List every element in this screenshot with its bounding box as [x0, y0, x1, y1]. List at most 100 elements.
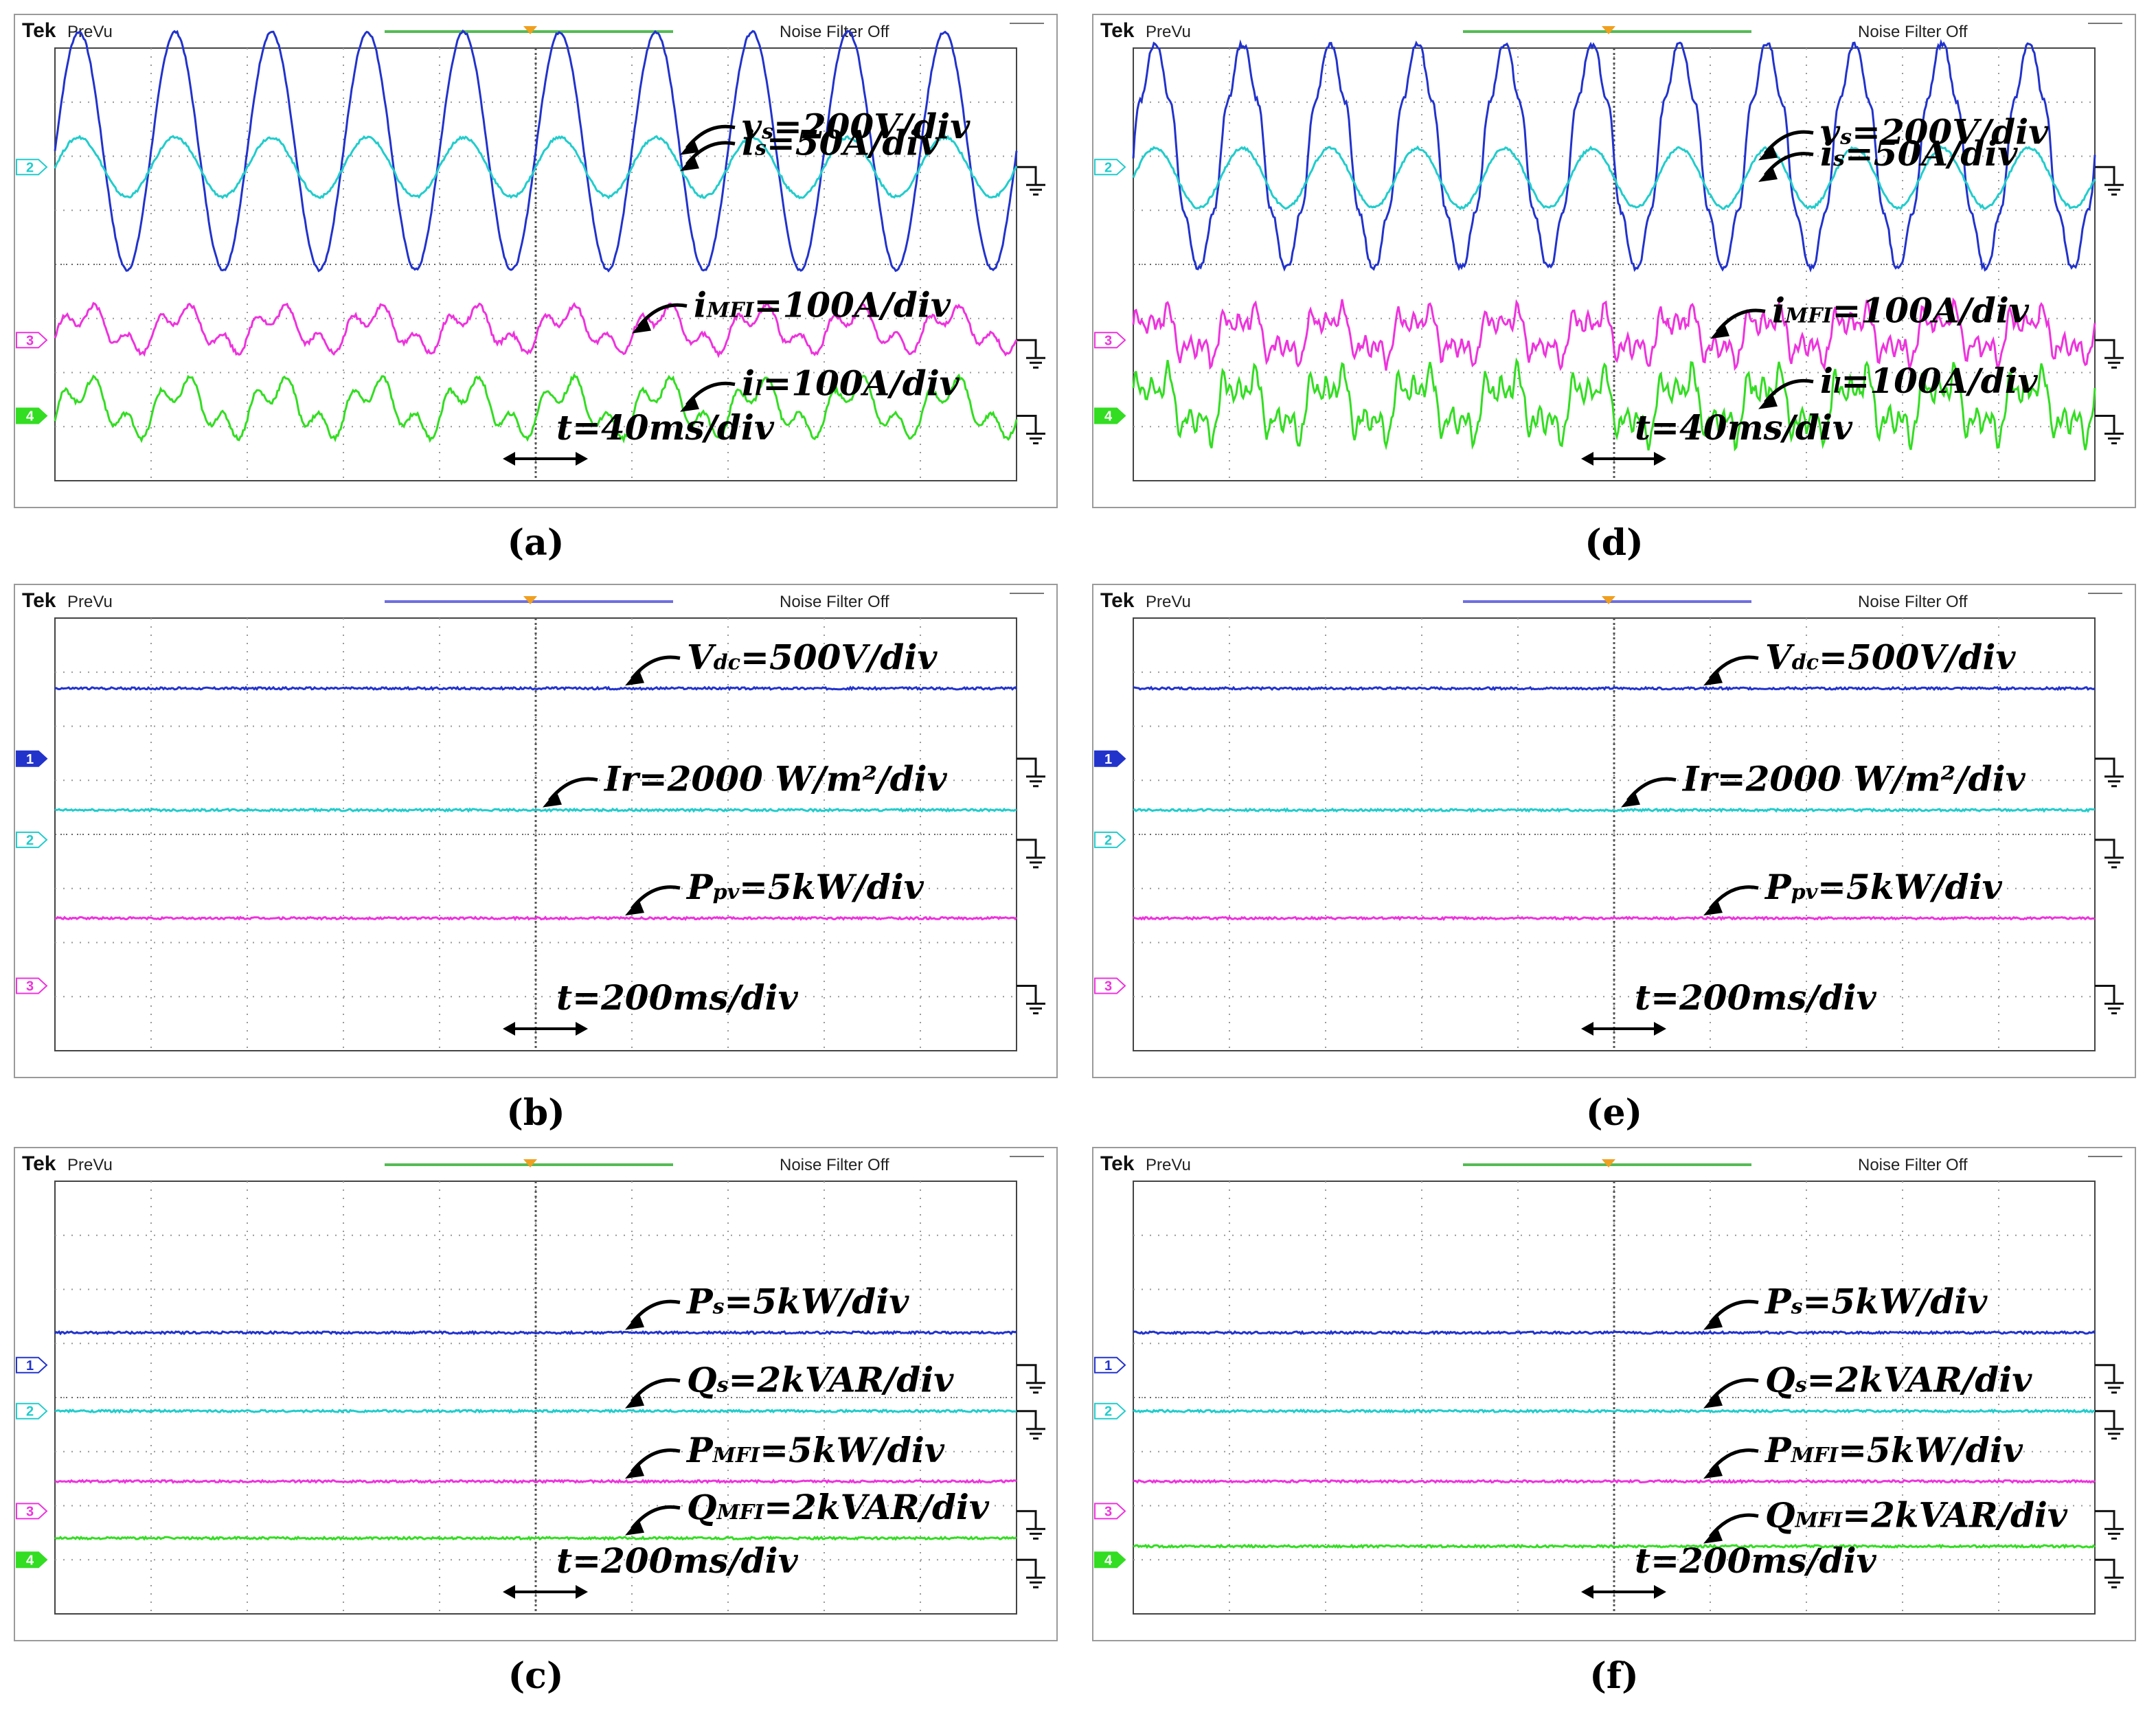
- arrow-left-icon: [1581, 452, 1593, 466]
- arrow-head-icon: [680, 138, 699, 155]
- channel-1-marker: [1094, 750, 1126, 767]
- trigger-position-icon: [523, 1159, 537, 1167]
- annotation-label: QMFI=2kVAR/div: [687, 1487, 990, 1527]
- annotation-symbol: P: [685, 1430, 714, 1470]
- time-scale-label: t=40ms/div: [556, 407, 775, 448]
- annotation-label: il=100A/div: [1820, 361, 2039, 401]
- annotation-label: Ppv=5kW/div: [1764, 867, 2003, 907]
- panel-e: Tek PreVu Noise Filter Off 1 2 3 Vdc=500V/div I…: [1092, 584, 2136, 1078]
- scope-plot-b: Tek PreVu Noise Filter Off 1 2 3 Vdc=500V/div I…: [16, 589, 1045, 1051]
- ground-stem: [1017, 166, 1037, 185]
- channel-3-marker: [16, 1503, 48, 1520]
- waveform-q-mfi: [1133, 1543, 2096, 1549]
- annotation-value: =50A/div: [767, 122, 940, 163]
- waveform-v-s: [54, 29, 1018, 273]
- arrow-right-icon: [576, 452, 588, 466]
- annotation-symbol: V: [1765, 637, 1795, 677]
- annotation-value: =2kVAR/div: [1842, 1495, 2068, 1536]
- channel-3-marker-label: 3: [26, 979, 34, 994]
- annotation-subscript: dc: [1792, 650, 1819, 674]
- annotation-label: Ps=5kW/div: [1764, 1281, 1988, 1322]
- annotation-label: Vdc=500V/div: [1765, 637, 2016, 677]
- channel-2-marker-label: 2: [1104, 160, 1112, 175]
- ground-stem: [2095, 1410, 2115, 1429]
- ground-icon: [1017, 985, 1045, 1014]
- ground-stem: [1017, 1558, 1037, 1578]
- annotation-label: is=50A/div: [742, 122, 940, 163]
- annotation-symbol: Q: [1765, 1495, 1795, 1536]
- arrow-head-icon: [1758, 392, 1778, 409]
- scope-plot-a: Tek PreVu Noise Filter Off234vs=200V/divis…: [16, 19, 1045, 481]
- channel-3-marker: [1094, 1503, 1126, 1520]
- waveform-i-l: [54, 373, 1018, 444]
- annotation-label: Qs=2kVAR/div: [1765, 1360, 2032, 1400]
- arrow-head-icon: [543, 790, 562, 808]
- annotation-value: =5kW/div: [739, 867, 924, 907]
- channel-3-marker-label: 3: [1104, 333, 1112, 348]
- waveform-i-s: [54, 134, 1018, 200]
- ground-icon: [1017, 1364, 1045, 1394]
- header-mode: PreVu: [1146, 23, 1191, 41]
- caption-e: (e): [1585, 1092, 1643, 1134]
- annotation-symbol: Q: [687, 1487, 717, 1527]
- header-mode: PreVu: [1146, 1156, 1191, 1174]
- annotation-label: Qs=2kVAR/div: [687, 1360, 954, 1400]
- ground-icon: [2095, 1364, 2124, 1394]
- time-scale-label: t=200ms/div: [1635, 1540, 1877, 1581]
- annotation-subscript: s: [1832, 147, 1845, 171]
- annotation-label: vs=200V/div: [1820, 112, 2049, 152]
- arrow-head-icon: [625, 1313, 644, 1330]
- channel-4-marker-label: 4: [1104, 1553, 1113, 1568]
- annotation-label: QMFI=2kVAR/div: [1765, 1495, 2068, 1536]
- trigger-position-icon: [523, 26, 537, 34]
- annotation-value: =5kW/div: [1803, 1281, 1988, 1322]
- waveform-p-mfi: [54, 1478, 1017, 1485]
- annotation-symbol: i: [1820, 361, 1833, 401]
- channel-1-marker: [16, 1356, 48, 1374]
- annotation-value: =2kVAR/div: [1806, 1360, 2032, 1400]
- annotation-label: Vdc=500V/div: [687, 637, 938, 677]
- ground-icon: [1017, 757, 1045, 788]
- annotation-symbol: i: [694, 285, 707, 326]
- header-filter-status: Noise Filter Off: [780, 1156, 889, 1174]
- annotation-symbol: v: [1820, 112, 1841, 152]
- annotation-value: =200V/div: [1852, 112, 2049, 152]
- trigger-position-icon: [1602, 1159, 1615, 1167]
- annotation-value: =100A/div: [754, 285, 951, 326]
- header-filter-status: Noise Filter Off: [780, 23, 889, 41]
- annotation-value: =5kW/div: [725, 1281, 910, 1322]
- annotation-value: =500V/div: [740, 637, 938, 677]
- time-scale-label: t=200ms/div: [556, 1540, 799, 1581]
- channel-3-marker-label: 3: [26, 333, 34, 348]
- channel-3-marker-label: 3: [1104, 1504, 1112, 1519]
- annotation-symbol: P: [1764, 867, 1792, 907]
- annotation-value: =2kVAR/div: [728, 1360, 954, 1400]
- annotation-subscript: s: [716, 1374, 729, 1398]
- arrow-head-icon: [1621, 790, 1640, 808]
- channel-4-marker-label: 4: [26, 1553, 34, 1568]
- channel-4-marker: [1094, 407, 1126, 424]
- channel-3-marker: [16, 977, 48, 994]
- ground-stem: [2095, 415, 2115, 434]
- trigger-position-icon: [1602, 26, 1615, 34]
- annotation-label: Ir=2000 W/m²/div: [1681, 759, 2026, 799]
- arrow-right-icon: [576, 1022, 588, 1036]
- header-brand: Tek: [1100, 1152, 1135, 1175]
- annotation-subscript: s: [754, 136, 767, 160]
- header-brand: Tek: [1100, 589, 1135, 612]
- annotation-label: Ps=5kW/div: [685, 1281, 909, 1322]
- scope-plot-c: Tek PreVu Noise Filter Off1234Ps=5kW/divQs…: [16, 1152, 1045, 1615]
- annotation-symbol: V: [687, 637, 717, 677]
- annotation-symbol: i: [742, 122, 755, 163]
- annotation-label: is=50A/div: [1820, 133, 2018, 174]
- channel-3-marker-label: 3: [26, 1504, 34, 1519]
- annotation-subscript: MFI: [1784, 304, 1833, 328]
- annotation-subscript: dc: [714, 650, 740, 674]
- ground-stem: [2095, 339, 2115, 358]
- annotation-subscript: s: [1791, 1295, 1803, 1319]
- channel-2-marker-label: 2: [26, 1404, 34, 1420]
- annotation-subscript: l: [1833, 374, 1841, 398]
- arrow-head-icon: [625, 899, 644, 916]
- annotation-subscript: s: [1839, 126, 1852, 150]
- waveform-i-s: [1132, 145, 2096, 211]
